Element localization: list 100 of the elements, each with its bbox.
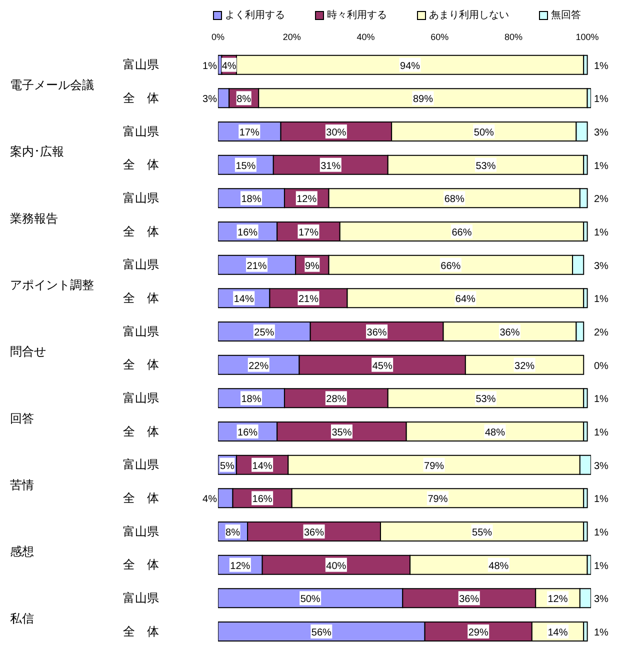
legend-label: よく利用する bbox=[224, 8, 285, 22]
data-label: 36% bbox=[500, 328, 520, 338]
data-label: 53% bbox=[476, 160, 496, 172]
text: 私信 bbox=[10, 611, 34, 626]
data-label: 18% bbox=[241, 394, 262, 406]
data-label: 36% bbox=[304, 528, 324, 538]
data-label: 2% bbox=[594, 194, 609, 206]
data-label: 21% bbox=[298, 294, 319, 306]
y-tick-label: 全 体 bbox=[123, 624, 159, 638]
data-label: 28% bbox=[326, 394, 346, 406]
data-label: 3% bbox=[594, 260, 609, 272]
data-label: 3% bbox=[594, 594, 609, 606]
data-label: 22% bbox=[248, 360, 269, 372]
data-label: 21% bbox=[246, 260, 267, 272]
data-label: 1% bbox=[594, 228, 609, 238]
data-label: 14% bbox=[252, 460, 272, 472]
data-label: 8% bbox=[236, 94, 252, 106]
data-label: 50% bbox=[300, 594, 320, 606]
text: 案内･広報 bbox=[10, 144, 64, 159]
data-label: 16% bbox=[238, 428, 258, 438]
x-tick-label: 20% bbox=[282, 32, 301, 42]
data-label: 94% bbox=[400, 60, 420, 72]
data-label: 1% bbox=[594, 394, 609, 406]
data-label: 56% bbox=[311, 628, 332, 638]
data-label: 1% bbox=[594, 94, 609, 106]
data-label: 66% bbox=[440, 260, 461, 272]
data-label: 12% bbox=[296, 194, 317, 206]
y-tick-label: 富山県 bbox=[123, 58, 159, 72]
data-label: 12% bbox=[548, 594, 568, 606]
data-label: 36% bbox=[459, 594, 480, 606]
y-tick-label: 富山県 bbox=[123, 591, 159, 605]
data-label: 31% bbox=[320, 160, 341, 172]
data-label: 40% bbox=[326, 560, 346, 572]
y-tick-label: 富山県 bbox=[123, 124, 159, 138]
y-tick-label: 富山県 bbox=[123, 524, 159, 538]
data-label: 89% bbox=[412, 94, 434, 106]
data-label: 68% bbox=[444, 194, 464, 206]
data-label: 17% bbox=[298, 228, 319, 238]
text: 電子メール会議 bbox=[10, 78, 94, 92]
data-label: 53% bbox=[476, 394, 496, 406]
y-tick-label: 富山県 bbox=[123, 391, 159, 405]
data-label: 36% bbox=[366, 328, 387, 338]
data-label: 1% bbox=[594, 528, 609, 538]
y-tick-label: 全 体 bbox=[123, 158, 159, 172]
data-label: 1% bbox=[202, 60, 218, 72]
y-tick-label: 全 体 bbox=[123, 291, 159, 305]
data-label: 3% bbox=[594, 128, 609, 138]
data-label: 50% bbox=[474, 128, 494, 138]
data-label: 0% bbox=[594, 360, 609, 372]
y-tick-label: 全 体 bbox=[123, 358, 159, 372]
data-label: 48% bbox=[484, 428, 506, 438]
text: 問合せ bbox=[10, 344, 46, 359]
x-tick-label: 100% bbox=[576, 32, 599, 42]
data-label: 16% bbox=[252, 494, 272, 506]
data-label: 9% bbox=[304, 260, 320, 272]
data-label: 1% bbox=[594, 494, 609, 506]
data-label: 32% bbox=[514, 360, 535, 372]
data-label: 12% bbox=[230, 560, 250, 572]
data-label: 25% bbox=[254, 328, 274, 338]
x-tick-label: 80% bbox=[504, 32, 522, 42]
y-tick-label: 全 体 bbox=[123, 558, 159, 572]
data-label: 14% bbox=[234, 294, 254, 306]
y-tick-label: 富山県 bbox=[123, 258, 159, 272]
data-label: 79% bbox=[428, 494, 448, 506]
data-label: 15% bbox=[236, 160, 256, 172]
data-label: 1% bbox=[594, 160, 609, 172]
x-tick-label: 0% bbox=[211, 32, 225, 42]
data-label: 4% bbox=[222, 60, 236, 72]
data-label: 66% bbox=[452, 228, 472, 238]
text: 感想 bbox=[10, 544, 34, 559]
data-label: 1% bbox=[594, 560, 609, 572]
data-label: 16% bbox=[238, 228, 258, 238]
data-label: 64% bbox=[455, 294, 476, 306]
data-label: 4% bbox=[202, 494, 218, 506]
data-label: 3% bbox=[202, 94, 218, 106]
data-label: 8% bbox=[226, 528, 240, 538]
data-label: 5% bbox=[220, 460, 235, 472]
data-label: 18% bbox=[241, 194, 262, 206]
text: アポイント調整 bbox=[10, 278, 94, 292]
data-label: 29% bbox=[468, 628, 488, 638]
legend-label: 時々利用する bbox=[326, 8, 387, 22]
x-tick-label: 60% bbox=[430, 32, 449, 42]
text: 苦情 bbox=[10, 478, 34, 492]
y-tick-label: 富山県 bbox=[123, 191, 159, 205]
data-label: 1% bbox=[594, 628, 609, 638]
data-label: 3% bbox=[594, 460, 609, 472]
y-tick-label: 全 体 bbox=[123, 224, 159, 238]
data-label: 35% bbox=[332, 428, 352, 438]
x-tick-label: 40% bbox=[356, 32, 375, 42]
y-tick-label: 全 体 bbox=[123, 91, 159, 105]
y-tick-label: 富山県 bbox=[123, 458, 159, 472]
y-tick-label: 全 体 bbox=[123, 424, 159, 438]
data-label: 79% bbox=[424, 460, 444, 472]
data-label: 55% bbox=[472, 528, 492, 538]
data-label: 17% bbox=[239, 128, 260, 138]
data-label: 30% bbox=[326, 128, 346, 138]
text: 回答 bbox=[10, 411, 34, 426]
legend-label: あまり利用しない bbox=[428, 8, 509, 22]
data-label: 48% bbox=[488, 560, 509, 572]
data-label: 2% bbox=[594, 328, 609, 338]
